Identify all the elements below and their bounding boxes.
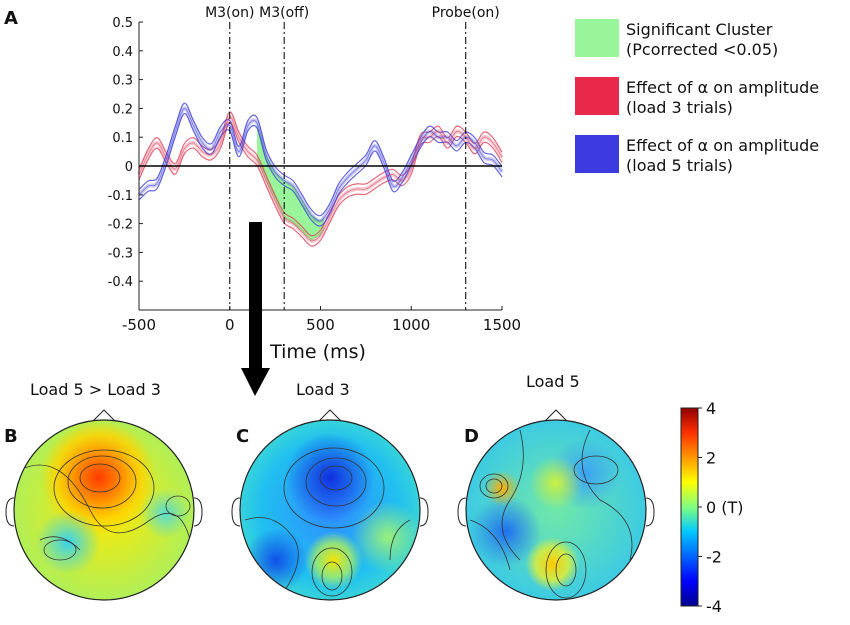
y-tick-label: -0.2 bbox=[108, 218, 133, 233]
right-ear-icon bbox=[193, 497, 203, 527]
event-label: Probe(on) bbox=[432, 5, 500, 21]
colorbar-tick-label: -4 bbox=[706, 597, 722, 616]
down-arrow-icon bbox=[241, 222, 270, 396]
x-tick-labels: -500 0 500 1000 1500 bbox=[122, 306, 521, 334]
legend-swatch bbox=[575, 135, 619, 173]
legend-swatch bbox=[575, 19, 619, 57]
panel-label-b: B bbox=[4, 426, 18, 447]
event-label: M3(off) bbox=[259, 5, 309, 21]
legend-label: Effect of α on amplitude bbox=[626, 136, 819, 155]
left-ear-icon bbox=[231, 497, 241, 527]
legend-label: Significant Cluster bbox=[626, 20, 773, 39]
y-tick-label: 0.2 bbox=[112, 102, 133, 117]
panel-label-a: A bbox=[4, 8, 18, 29]
legend-sublabel: (load 3 trials) bbox=[626, 98, 733, 117]
legend-sublabel: (load 5 trials) bbox=[626, 156, 733, 175]
event-markers: M3(on) M3(off) Probe(on) bbox=[205, 5, 500, 310]
x-tick-label: 0 bbox=[225, 316, 235, 334]
y-tick-label: 0.1 bbox=[112, 131, 133, 146]
topomap-d bbox=[457, 409, 655, 601]
colorbar-tick-label: 0 (T) bbox=[706, 498, 744, 517]
y-tick-label: 0.5 bbox=[112, 16, 133, 31]
topomap-c bbox=[231, 409, 429, 601]
series-band-lower bbox=[138, 112, 503, 227]
y-tick-label: -0.4 bbox=[108, 275, 133, 290]
legend-sublabel: (Pcorrected <0.05) bbox=[626, 40, 778, 59]
colorbar-tick-label: 4 bbox=[706, 399, 716, 418]
legend-swatch bbox=[575, 77, 619, 115]
topomap-b bbox=[5, 409, 203, 601]
panel-label-d: D bbox=[464, 426, 479, 447]
x-axis-label: Time (ms) bbox=[269, 341, 366, 363]
y-tick-labels: 0.5 0.4 0.3 0.2 0.1 0 -0.1 -0.2 -0.3 -0.4 bbox=[108, 16, 143, 290]
series-band-upper bbox=[138, 102, 503, 217]
colorbar-tick-labels: 4 2 0 (T) -2 -4 bbox=[698, 399, 744, 616]
colorbar-tick-label: 2 bbox=[706, 449, 716, 468]
right-ear-icon bbox=[419, 497, 429, 527]
legend: Significant Cluster(Pcorrected <0.05) Eff… bbox=[575, 19, 819, 175]
left-ear-icon bbox=[457, 497, 467, 527]
y-tick-label: 0.3 bbox=[112, 74, 133, 89]
significant-cluster-area bbox=[256, 122, 325, 241]
y-tick-label: 0.4 bbox=[112, 45, 133, 60]
y-tick-label: 0 bbox=[125, 160, 133, 175]
left-ear-icon bbox=[5, 497, 15, 527]
event-label: M3(on) bbox=[205, 5, 254, 21]
right-ear-icon bbox=[645, 497, 655, 527]
x-tick-label: 1500 bbox=[483, 316, 521, 334]
x-tick-label: 500 bbox=[306, 316, 335, 334]
series-load3-line bbox=[138, 116, 503, 242]
y-tick-label: -0.3 bbox=[108, 246, 133, 261]
topomap-b-title: Load 5 > Load 3 bbox=[30, 380, 161, 399]
x-tick-label: -500 bbox=[122, 316, 156, 334]
y-tick-label: -0.1 bbox=[108, 189, 133, 204]
series-band-lower bbox=[138, 121, 503, 247]
line-chart: 0.5 0.4 0.3 0.2 0.1 0 -0.1 -0.2 -0.3 -0.4 -500 0 50… bbox=[108, 5, 521, 363]
legend-label: Effect of α on amplitude bbox=[626, 78, 819, 97]
topomap-c-title: Load 3 bbox=[296, 380, 350, 399]
x-tick-label: 1000 bbox=[392, 316, 430, 334]
series-load5-line bbox=[138, 108, 503, 222]
colorbar: 4 2 0 (T) -2 -4 bbox=[680, 399, 744, 616]
panel-label-c: C bbox=[236, 426, 249, 447]
topomap-d-title: Load 5 bbox=[526, 372, 580, 391]
colorbar-tick-label: -2 bbox=[706, 548, 722, 567]
